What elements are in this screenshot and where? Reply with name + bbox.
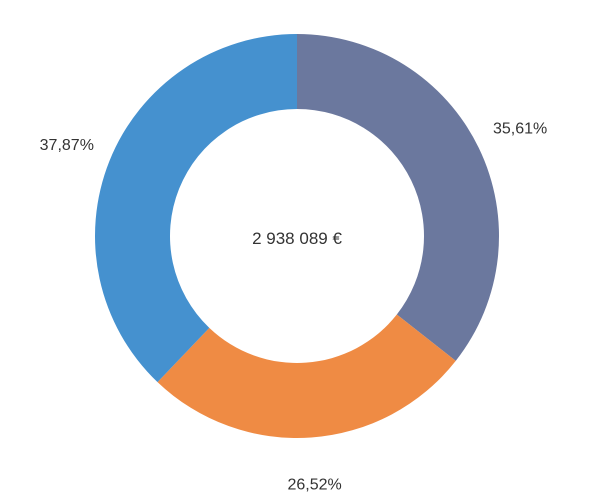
donut-slice-2: [157, 314, 456, 438]
slice-labels: 35,61% 26,52% 37,87%: [40, 121, 548, 494]
slice-data-label-3: 37,87%: [40, 137, 94, 154]
donut-slice-1: [297, 34, 499, 361]
center-total-label: 2 938 089 €: [252, 229, 342, 248]
slice-data-label-2: 26,52%: [287, 476, 341, 493]
donut-slice-3: [95, 33, 297, 383]
donut-slices: [95, 33, 499, 438]
slice-data-label-1: 35,61%: [493, 121, 547, 138]
